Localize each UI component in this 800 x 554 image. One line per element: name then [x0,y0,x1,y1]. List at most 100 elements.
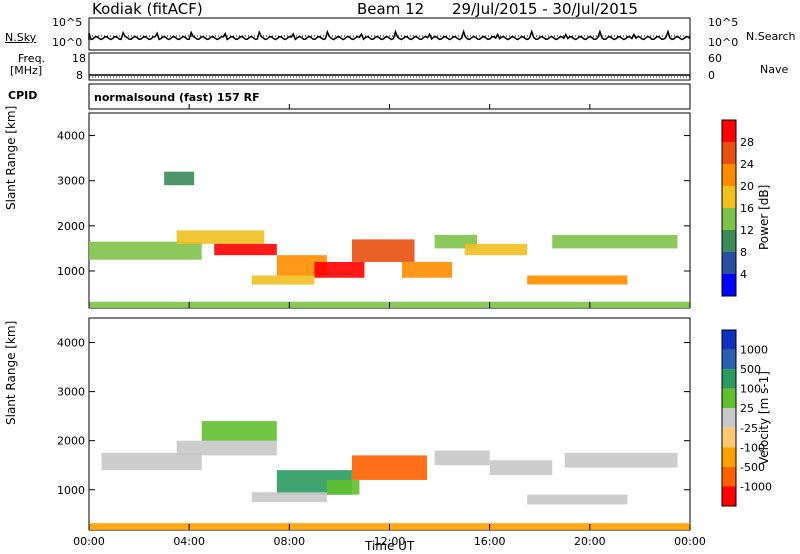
power-band-9 [464,243,528,256]
velocity-yaxis: 1000 2000 3000 4000 [57,337,690,497]
noise-panel-frame [88,17,691,51]
power-yaxis: 1000 2000 3000 4000 [57,130,690,278]
cpid-text: normalsound (fast) 157 RF [94,91,260,104]
power-ylabel: Slant Range [km] [4,105,18,210]
power-cb-swatch [722,120,736,142]
vel-cb-tick-label: -100 [740,441,765,454]
power-band-10 [527,275,628,285]
velocity-band-4 [351,455,428,480]
velocity-band-10 [564,452,678,468]
vel-cb-tick-label: -25 [740,422,758,435]
velocity-band-6 [251,492,327,503]
vel-cb-swatch [722,408,736,428]
power-ytick-label: 2000 [57,220,85,233]
power-cb-tick-label: 28 [740,136,754,149]
freq-traces [89,74,690,78]
power-ytick-label: 4000 [57,130,85,143]
freq-label: Freq. [18,52,46,65]
power-cb-swatch [722,164,736,186]
power-band-2 [214,243,277,256]
freq-panel-frame [88,52,691,81]
power-cb-swatch [722,208,736,230]
time-tick-label: 00:00 [674,535,706,548]
power-cb-frame [721,119,737,297]
power-cb-tick-label: 24 [740,158,754,171]
freq-unit-label: [MHz] [10,64,43,77]
velocity-band-7 [434,450,490,466]
velocity-band-5 [201,421,277,441]
velocity-colorbar-label: Velocity [m s-1] [757,371,771,465]
time-tick-label: 16:00 [474,535,506,548]
velocity-band-3 [326,479,360,495]
nsearch-tick-low: 10^0 [708,36,739,49]
velocity-band-0 [101,452,202,471]
nsky-tick-high: 10^5 [52,16,83,29]
nsky-label: N.Sky [5,31,37,44]
date-range: 29/Jul/2015 - 30/Jul/2015 [452,0,638,18]
time-tick-label: 00:00 [73,535,105,548]
power-cb-swatch [722,142,736,164]
power-colorbar: 28 24 20 16 12 8 4 [721,119,754,297]
power-colorbar-label: Power [dB] [757,184,771,250]
velocity-ytick-label: 1000 [57,484,85,497]
nsky-tick-low: 10^0 [52,36,83,49]
velocity-ytick-label: 4000 [57,337,85,350]
velocity-band-9 [527,494,628,505]
power-band-6 [402,261,453,278]
power-band-4 [314,261,365,278]
velocity-ytick-label: 3000 [57,386,85,399]
power-band-11 [552,234,678,249]
cpid-label: CPID [8,89,38,102]
vel-cb-swatch [722,330,736,350]
vel-cb-frame [721,329,737,507]
power-cb-swatch [722,252,736,274]
velocity-band-8 [489,460,553,476]
nsky-trace [88,29,691,41]
power-cb-swatch [722,230,736,252]
power-ytick-label: 1000 [57,265,85,278]
velocity-ytick-label: 2000 [57,435,85,448]
vel-cb-swatch [722,388,736,409]
vel-cb-swatch [722,466,736,487]
time-tick-label: 08:00 [273,535,305,548]
nave-label: Nave [760,63,789,76]
station-title: Kodiak (fitACF) [92,0,203,18]
freq-tick-low: 8 [76,69,83,82]
nsearch-tick-high: 10^5 [708,16,739,29]
vel-cb-swatch [722,447,736,467]
power-cb-tick-label: 20 [740,180,754,193]
vel-cb-tick-label: 1000 [740,344,768,357]
time-tick-label: 12:00 [374,535,406,548]
vel-cb-tick-label: -500 [740,461,765,474]
vel-cb-swatch [722,349,736,370]
power-band-5 [351,239,415,262]
nave-tick-high: 60 [708,52,722,65]
vel-cb-swatch [722,369,736,389]
power-cb-tick-label: 8 [740,246,747,259]
power-cb-tick-label: 12 [740,224,754,237]
vel-cb-tick-label: -1000 [740,480,772,493]
vel-cb-tick-label: 100 [740,383,761,396]
power-cb-swatch [722,274,736,296]
time-axis: 00:00 04:00 08:00 12:00 16:00 20:00 00:00 [73,104,706,548]
freq-tick-high: 18 [72,52,86,65]
velocity-ylabel: Slant Range [km] [4,320,18,425]
power-cb-swatch [722,186,736,208]
power-band-12 [164,171,195,186]
nave-tick-low: 0 [708,69,715,82]
power-band-7 [251,275,315,285]
time-tick-label: 20:00 [574,535,606,548]
time-tick-label: 04:00 [173,535,205,548]
time-xlabel: Time UT [365,539,415,553]
power-ytick-label: 3000 [57,175,85,188]
vel-cb-swatch [722,427,736,448]
velocity-band-1 [176,440,277,456]
nsearch-label: N.Search [746,30,796,43]
vel-cb-tick-label: 25 [740,402,754,415]
power-band-1 [176,230,265,244]
velocity-colorbar: 1000 500 100 25 -25 -100 -500 -1000 [721,329,772,507]
beam-label: Beam 12 [357,0,425,18]
power-band-0 [89,241,202,260]
vel-cb-swatch [722,486,736,506]
